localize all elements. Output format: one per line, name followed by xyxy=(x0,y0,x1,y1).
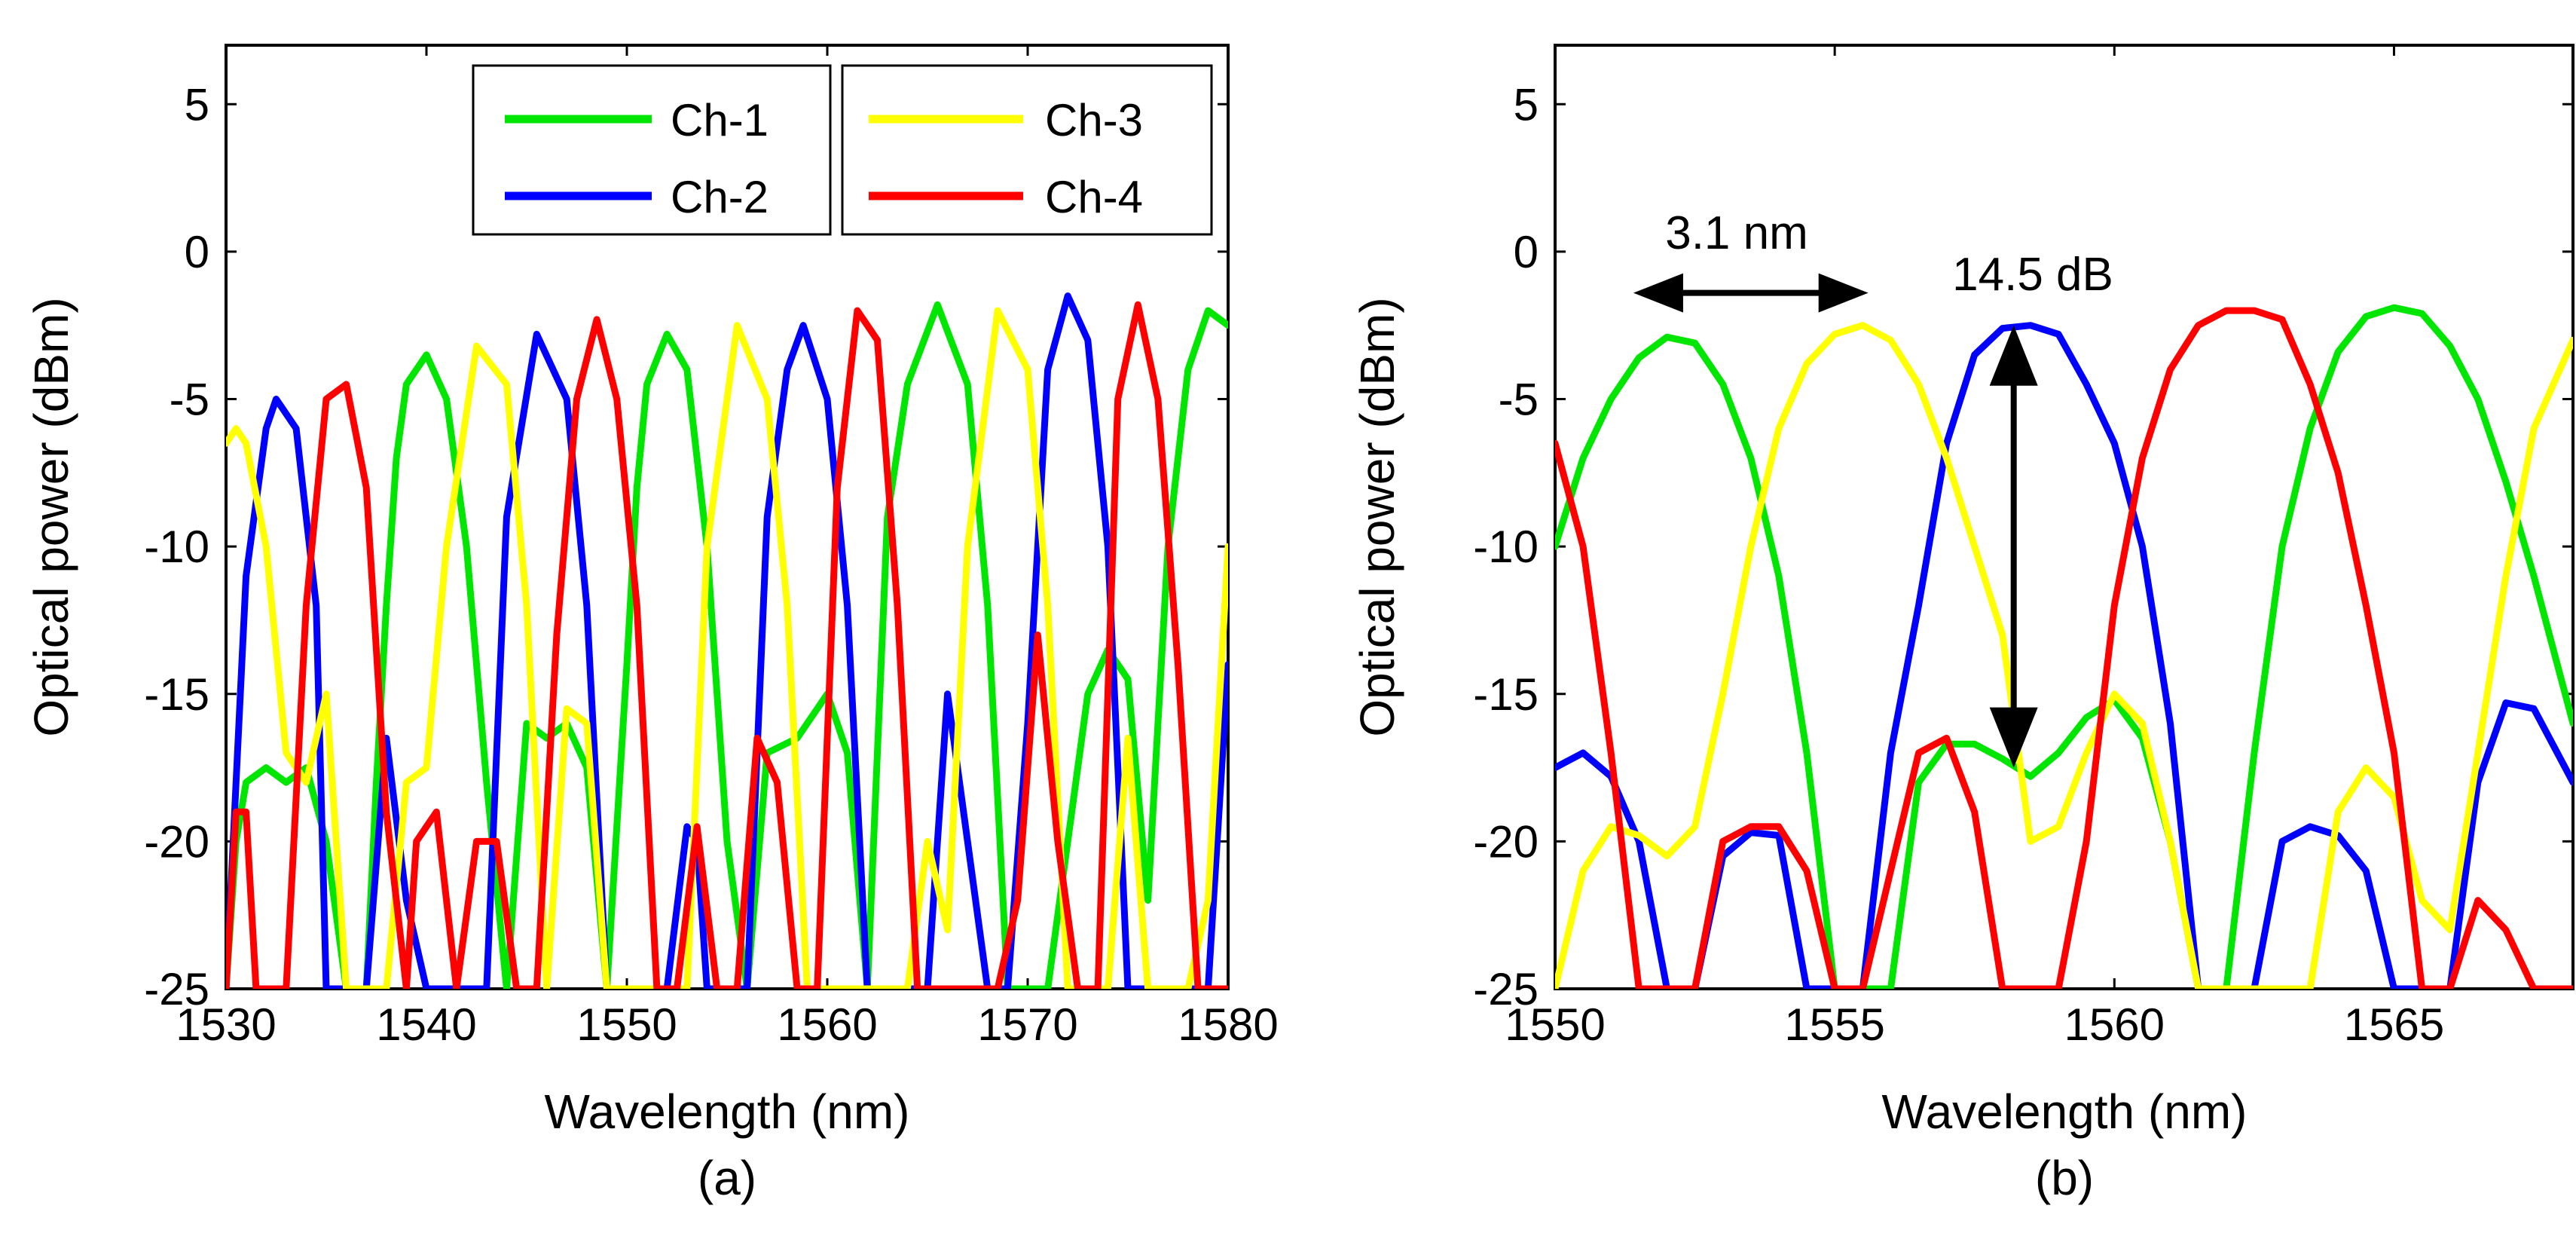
y-tick-label: 5 xyxy=(185,79,209,130)
y-tick-label: -15 xyxy=(144,669,209,720)
annotation-3-1nm-label: 3.1 nm xyxy=(1665,207,1808,259)
axis-ticks-a: 1530 1540 1550 1560 1570 1580 5 0 -5 -10 -15 -20 -25 xyxy=(144,45,1279,1050)
chart-panel-a: 1530 1540 1550 1560 1570 1580 5 0 -5 -10 -15 -20 -25… xyxy=(24,44,1279,1205)
series-group-a xyxy=(226,292,1228,989)
legend-label-ch3: Ch-3 xyxy=(1045,95,1143,145)
x-tick-label: 1540 xyxy=(376,999,476,1050)
y-tick-label: -10 xyxy=(1473,522,1539,572)
plot-area-b xyxy=(1554,44,2574,990)
panel-label-a: (a) xyxy=(698,1151,756,1205)
y-tick-label: -25 xyxy=(144,964,209,1014)
y-tick-label: 0 xyxy=(185,227,209,277)
series-line-ch-4 xyxy=(1555,307,2573,989)
x-axis-label-a: Wavelength (nm) xyxy=(545,1085,910,1139)
legend-box-right xyxy=(841,64,1213,236)
chart-panel-b: 1550 1555 1560 1565 5 0 -5 -10 -15 -20 -25 3.1 nm … xyxy=(1350,44,2574,1205)
series-line-ch-3 xyxy=(1555,322,2573,989)
x-tick-label: 1565 xyxy=(2344,999,2444,1050)
y-tick-label: -5 xyxy=(170,375,209,425)
y-axis-label-a: Optical power (dBm) xyxy=(24,297,78,736)
annotations-b: 3.1 nm 14.5 dB xyxy=(1633,207,2113,768)
annotation-14-5db-label: 14.5 dB xyxy=(1952,249,2113,301)
series-group-b xyxy=(1555,304,2573,989)
x-tick-label: 1550 xyxy=(576,999,677,1050)
x-tick-label: 1580 xyxy=(1178,999,1278,1050)
x-tick-label: 1555 xyxy=(1784,999,1884,1050)
series-line-ch-4 xyxy=(226,301,1228,989)
y-tick-label: -20 xyxy=(1473,816,1539,867)
legend-label-ch2: Ch-2 xyxy=(671,172,769,222)
series-line-ch-2 xyxy=(226,292,1228,989)
panel-label-b: (b) xyxy=(2035,1151,2094,1205)
axis-ticks-b: 1550 1555 1560 1565 5 0 -5 -10 -15 -20 -25 xyxy=(1473,45,2573,1050)
y-tick-label: -25 xyxy=(1473,964,1539,1014)
legend-label-ch1: Ch-1 xyxy=(671,95,769,145)
x-tick-label: 1530 xyxy=(176,999,276,1050)
annotation-arrowhead-down xyxy=(1989,707,2038,768)
annotation-arrowhead-up xyxy=(1989,325,2038,386)
y-tick-label: 0 xyxy=(1514,227,1539,277)
x-axis-label-b: Wavelength (nm) xyxy=(1882,1085,2248,1139)
annotation-arrowhead-right xyxy=(1818,273,1869,313)
x-tick-label: 1550 xyxy=(1505,999,1605,1050)
x-tick-label: 1560 xyxy=(777,999,877,1050)
legend: Ch-1 Ch-2 Ch-3 Ch-4 xyxy=(472,64,1213,236)
y-tick-label: 5 xyxy=(1514,79,1539,130)
y-tick-label: -10 xyxy=(144,522,209,572)
y-tick-label: -20 xyxy=(144,816,209,867)
legend-label-ch4: Ch-4 xyxy=(1045,172,1143,222)
x-tick-label: 1570 xyxy=(977,999,1077,1050)
y-tick-label: -5 xyxy=(1499,375,1539,425)
y-axis-label-b: Optical power (dBm) xyxy=(1350,297,1404,736)
legend-box-left xyxy=(472,64,832,236)
x-tick-label: 1560 xyxy=(2064,999,2165,1050)
annotation-arrowhead-left xyxy=(1633,273,1683,313)
series-line-ch-1 xyxy=(1555,304,2573,989)
y-tick-label: -15 xyxy=(1473,669,1539,720)
series-line-ch-3 xyxy=(226,307,1228,989)
